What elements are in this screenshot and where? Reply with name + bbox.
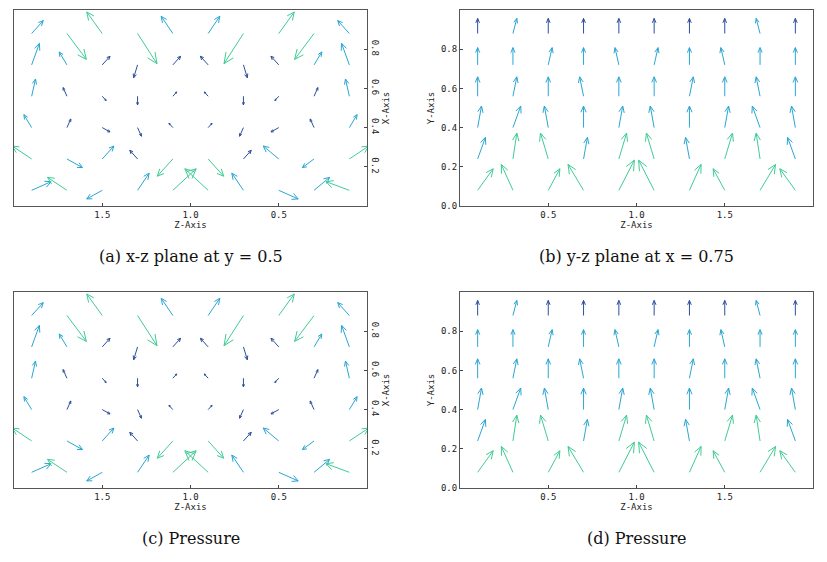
svg-text:0.2: 0.2 <box>441 444 457 454</box>
svg-text:1.0: 1.0 <box>628 210 644 220</box>
svg-text:Z-Axis: Z-Axis <box>174 220 207 230</box>
svg-text:0.8: 0.8 <box>441 326 457 336</box>
svg-text:1.0: 1.0 <box>182 492 198 502</box>
svg-text:0.5: 0.5 <box>271 210 287 220</box>
svg-text:0.5: 0.5 <box>540 492 556 502</box>
svg-text:Z-Axis: Z-Axis <box>620 502 653 512</box>
svg-text:0.8: 0.8 <box>370 40 380 56</box>
svg-text:(c) Pressure: (c) Pressure <box>142 529 240 548</box>
svg-text:Z-Axis: Z-Axis <box>174 502 207 512</box>
svg-text:0.2: 0.2 <box>370 157 380 173</box>
svg-text:1.0: 1.0 <box>182 210 198 220</box>
svg-text:X-Axis: X-Axis <box>381 92 391 125</box>
svg-text:X-Axis: X-Axis <box>381 374 391 407</box>
svg-text:1.5: 1.5 <box>94 492 110 502</box>
svg-text:(a) x-z plane at y = 0.5: (a) x-z plane at y = 0.5 <box>99 247 283 266</box>
svg-text:0.2: 0.2 <box>441 162 457 172</box>
svg-text:Y-Axis: Y-Axis <box>426 92 436 125</box>
svg-text:0.6: 0.6 <box>441 84 457 94</box>
svg-text:0.6: 0.6 <box>370 79 380 95</box>
svg-text:(d) Pressure: (d) Pressure <box>587 529 687 548</box>
svg-text:Z-Axis: Z-Axis <box>620 220 653 230</box>
svg-text:(b) y-z plane at x = 0.75: (b) y-z plane at x = 0.75 <box>539 247 734 266</box>
svg-text:0.4: 0.4 <box>441 405 457 415</box>
svg-text:0.0: 0.0 <box>441 483 457 493</box>
svg-text:0.5: 0.5 <box>271 492 287 502</box>
svg-text:0.4: 0.4 <box>441 123 457 133</box>
svg-text:0.2: 0.2 <box>370 439 380 455</box>
svg-text:0.5: 0.5 <box>540 210 556 220</box>
svg-text:1.5: 1.5 <box>717 210 733 220</box>
svg-text:0.6: 0.6 <box>441 366 457 376</box>
svg-text:1.0: 1.0 <box>628 492 644 502</box>
svg-text:0.8: 0.8 <box>441 44 457 54</box>
svg-text:0.0: 0.0 <box>441 201 457 211</box>
svg-text:0.4: 0.4 <box>370 118 380 134</box>
svg-text:0.8: 0.8 <box>370 322 380 338</box>
svg-text:Y-Axis: Y-Axis <box>426 374 436 407</box>
svg-text:0.6: 0.6 <box>370 361 380 377</box>
svg-text:0.4: 0.4 <box>370 400 380 416</box>
svg-text:1.5: 1.5 <box>717 492 733 502</box>
svg-text:1.5: 1.5 <box>94 210 110 220</box>
